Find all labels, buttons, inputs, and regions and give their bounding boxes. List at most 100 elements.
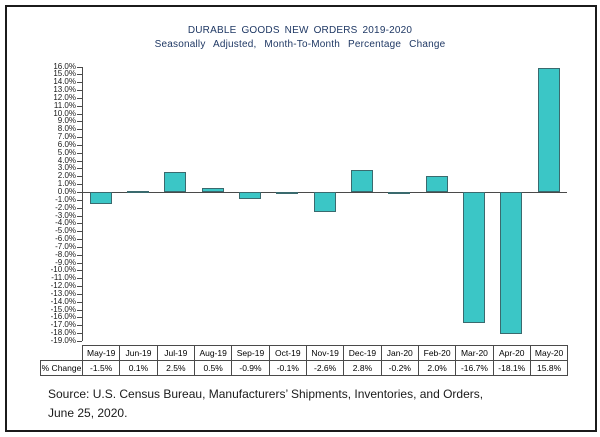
y-axis-tick-mark	[77, 333, 82, 335]
y-axis-tick-label: -10.0%	[50, 265, 76, 275]
y-axis-tick-label: 6.0%	[57, 139, 76, 149]
table-month-header: Sep-19	[231, 345, 270, 361]
y-axis-tick-label: -7.0%	[55, 241, 76, 251]
table-corner-cell	[41, 346, 83, 361]
table-month-header: May-20	[529, 345, 569, 361]
y-axis-tick-label: -5.0%	[55, 226, 76, 236]
table-value-cell: 0.5%	[193, 360, 233, 376]
y-axis-tick-mark	[77, 66, 82, 68]
y-axis-tick-mark	[77, 129, 82, 131]
y-axis-tick-mark	[77, 168, 82, 170]
source-line-1: Source: U.S. Census Bureau, Manufacturer…	[48, 387, 484, 401]
bar	[537, 68, 560, 192]
y-axis-tick-mark	[77, 293, 82, 295]
bar	[500, 192, 523, 334]
y-axis-tick-label: -18.0%	[50, 328, 76, 338]
bar	[276, 192, 299, 194]
y-axis-tick-label: -3.0%	[55, 210, 76, 220]
y-axis-tick-mark	[77, 82, 82, 84]
y-axis-tick-label: -11.0%	[51, 273, 76, 283]
table-value-cell: -18.1%	[492, 360, 531, 376]
y-axis-tick-mark	[77, 97, 82, 99]
y-axis-tick-label: -4.0%	[55, 218, 76, 228]
y-axis-tick-label: -14.0%	[50, 296, 76, 306]
bar	[89, 192, 112, 204]
y-axis-tick-mark	[77, 270, 82, 272]
y-axis-tick-mark	[77, 325, 82, 327]
chart-title: DURABLE GOODS NEW ORDERS 2019-2020	[187, 25, 413, 36]
table-month-header: May-19	[81, 345, 121, 361]
table-value-cell: -0.9%	[231, 360, 270, 376]
y-axis-tick-label: 1.0%	[57, 179, 76, 189]
y-axis-tick-mark	[77, 113, 82, 115]
y-axis-tick-label: 11.0%	[53, 100, 76, 110]
table-month-header: Feb-20	[417, 345, 457, 361]
y-axis-tick-label: 8.0%	[57, 124, 76, 134]
y-axis-tick-label: 10.0%	[53, 108, 76, 118]
y-axis-tick-mark	[77, 215, 82, 217]
table-value-cell: 2.0%	[417, 360, 457, 376]
bar	[313, 192, 336, 213]
table-value-cell: -2.6%	[305, 360, 345, 376]
table-row-label: % Change	[40, 360, 83, 376]
y-axis-tick-label: -16.0%	[50, 312, 76, 322]
table-month-header: Jun-19	[119, 345, 158, 361]
y-axis-tick-mark	[77, 176, 82, 178]
y-axis-tick-mark	[77, 309, 82, 311]
y-axis-tick-label: 13.0%	[53, 85, 76, 95]
source-text: Source: U.S. Census Bureau, Manufacturer…	[48, 385, 483, 423]
y-axis-tick-label: -9.0%	[55, 257, 76, 267]
table-value-cell: -0.1%	[268, 360, 307, 376]
y-axis-tick-mark	[77, 223, 82, 225]
table-value-cell: -16.7%	[455, 360, 494, 376]
y-axis-tick-label: 3.0%	[57, 163, 76, 173]
y-axis-tick-mark	[77, 246, 82, 248]
bar	[425, 176, 448, 192]
y-axis-tick-mark	[77, 199, 82, 201]
y-axis-tick-label: 15.0%	[53, 69, 76, 79]
y-axis-tick-label: 12.0%	[53, 92, 76, 102]
table-month-header: Oct-19	[268, 345, 307, 361]
y-axis-tick-mark	[77, 207, 82, 209]
y-axis-line	[82, 66, 83, 341]
y-axis-tick-mark	[77, 152, 82, 154]
y-axis-tick-label: 5.0%	[57, 147, 76, 157]
y-axis-tick-label: -17.0%	[50, 320, 76, 330]
table-value-cell: 2.8%	[343, 360, 382, 376]
y-axis-tick-label: 7.0%	[57, 132, 76, 142]
table-month-header: Apr-20	[492, 345, 531, 361]
chart-subtitle: Seasonally Adjusted, Month-To-Month Perc…	[154, 39, 446, 50]
table-value-cell: 0.1%	[119, 360, 158, 376]
y-axis-tick-mark	[77, 160, 82, 162]
y-axis-tick-mark	[77, 144, 82, 146]
y-axis-tick-mark	[77, 301, 82, 303]
bar	[126, 191, 149, 193]
data-table: May-19 Jun-19 Jul-19 Aug-19 Sep-19 Oct-19 Nov-…	[40, 345, 569, 376]
bar	[388, 192, 411, 194]
y-axis-tick-label: 4.0%	[57, 155, 76, 165]
table-month-header: Dec-19	[343, 345, 382, 361]
table-value-cell: 15.8%	[529, 360, 569, 376]
y-axis-tick-mark	[77, 90, 82, 92]
y-axis-tick-label: -2.0%	[55, 202, 76, 212]
table-month-header: Jan-20	[380, 345, 419, 361]
y-axis-tick-label: 0.0%	[57, 187, 76, 196]
y-axis-tick-label: 14.0%	[53, 77, 76, 87]
table-value-cell: 2.5%	[156, 360, 195, 376]
y-axis-tick-label: -8.0%	[55, 249, 76, 259]
y-axis-tick-label: 2.0%	[57, 171, 76, 181]
bar	[164, 172, 187, 192]
table-month-header: Aug-19	[193, 345, 233, 361]
y-axis-tick-mark	[77, 192, 82, 193]
y-axis-tick-label: -13.0%	[50, 288, 76, 298]
y-axis-tick-label: 9.0%	[57, 116, 76, 126]
y-axis-tick-mark	[77, 105, 82, 107]
y-axis-tick-mark	[77, 137, 82, 139]
y-axis-tick-label: -1.0%	[55, 194, 76, 204]
table-value-cell: -0.2%	[380, 360, 419, 376]
y-axis-tick-label: 16.0%	[53, 61, 76, 71]
y-axis-tick-mark	[77, 278, 82, 280]
y-axis-tick-label: -15.0%	[50, 304, 76, 314]
table-month-header: Nov-19	[305, 345, 345, 361]
bar	[462, 192, 485, 323]
